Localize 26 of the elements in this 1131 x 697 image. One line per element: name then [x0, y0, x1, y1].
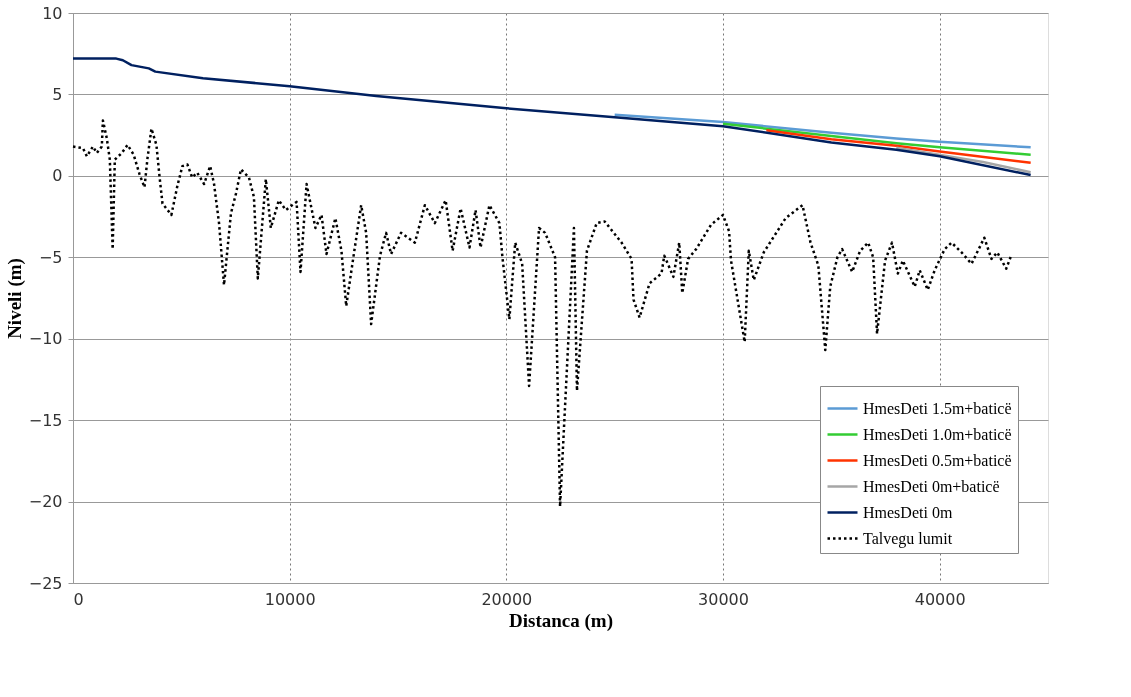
y-tick-label: −15 [28, 410, 63, 430]
legend-label: HmesDeti 0.5m+baticë [863, 451, 1012, 469]
y-tick-label: −10 [28, 329, 63, 349]
x-axis-title: Distanca (m) [509, 609, 613, 632]
y-tick-label: 0 [52, 166, 63, 186]
x-tick-label: 30000 [698, 589, 749, 609]
y-tick-label: −20 [28, 492, 63, 512]
x-tick-label: 0 [73, 589, 84, 609]
legend-label: HmesDeti 0m+baticë [863, 477, 1000, 495]
line-series [71, 57, 1032, 177]
x-tick-label: 10000 [264, 589, 316, 609]
x-tick-label: 40000 [914, 589, 966, 609]
line-series [71, 119, 1013, 508]
legend-label: HmesDeti 1.0m+baticë [863, 425, 1012, 443]
line-series [721, 122, 1032, 156]
line-series [613, 113, 1032, 149]
y-tick-label: −25 [28, 573, 63, 593]
legend-label: HmesDeti 0m [863, 503, 953, 521]
y-axis-title: Niveli (m) [3, 258, 26, 339]
y-tick-label: 10 [42, 3, 63, 23]
legend-label: HmesDeti 1.5m+baticë [863, 399, 1012, 417]
line-series [765, 129, 1032, 165]
legend-label: Talvegu lumit [863, 529, 953, 548]
y-tick-label: 5 [52, 84, 63, 104]
x-tick-label: 20000 [481, 589, 533, 609]
y-tick-label: −5 [38, 247, 63, 267]
